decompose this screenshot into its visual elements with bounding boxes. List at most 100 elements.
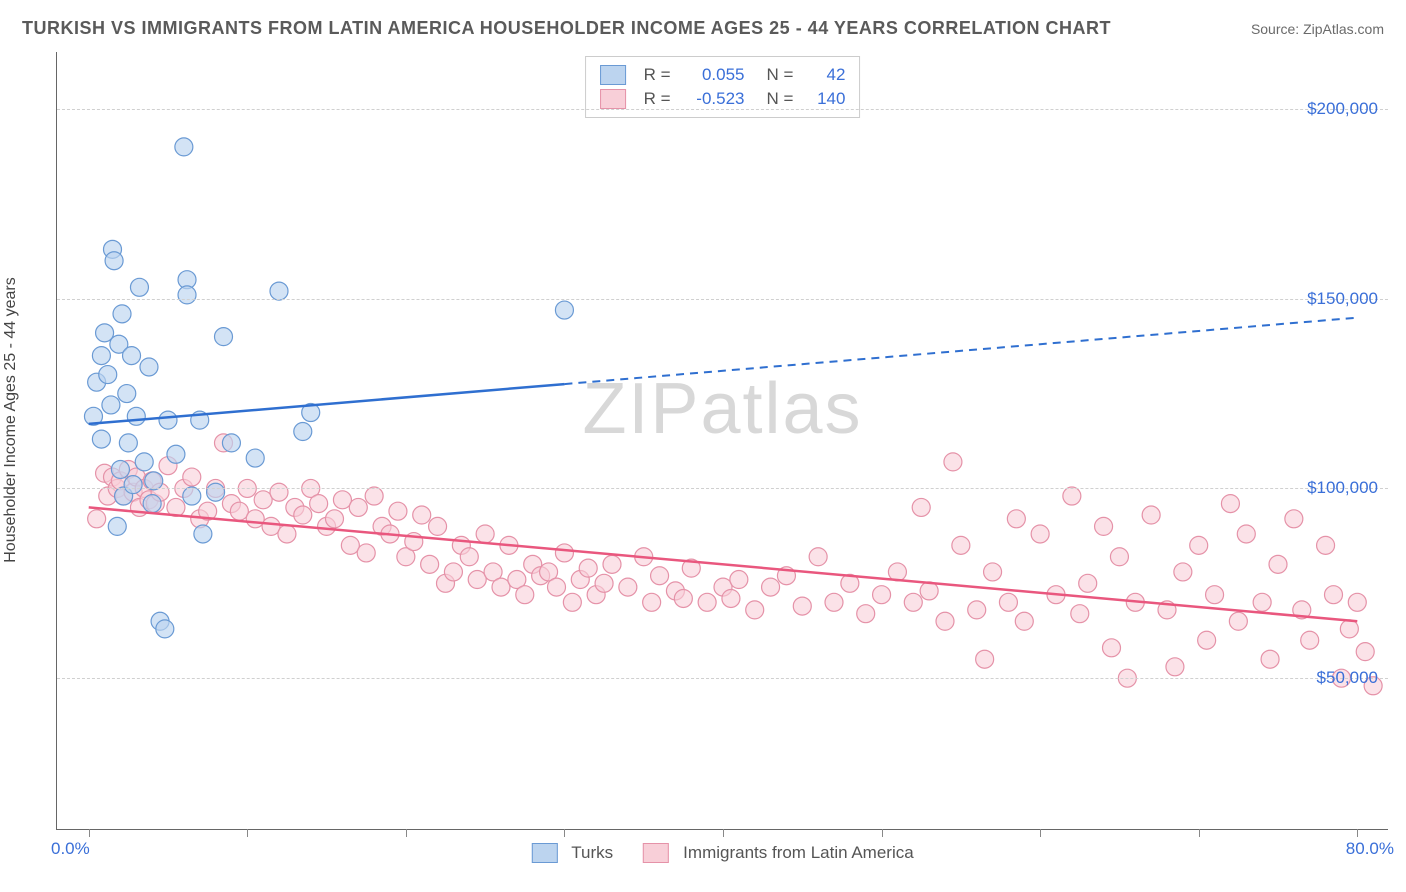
x-max-label: 80.0% [1346, 839, 1394, 859]
data-point [1221, 495, 1239, 513]
data-point [270, 282, 288, 300]
x-tick-mark [406, 829, 407, 837]
data-point [936, 612, 954, 630]
data-point [904, 593, 922, 611]
data-point [102, 396, 120, 414]
data-point [1269, 555, 1287, 573]
data-point [230, 502, 248, 520]
regression-line [89, 384, 565, 424]
data-point [167, 445, 185, 463]
data-point [143, 495, 161, 513]
y-axis-label: Householder Income Ages 25 - 44 years [2, 277, 20, 563]
swatch-latin-icon [643, 843, 669, 863]
data-point [595, 574, 613, 592]
data-point [1206, 586, 1224, 604]
data-point [912, 498, 930, 516]
data-point [1340, 620, 1358, 638]
x-tick-mark [1040, 829, 1041, 837]
data-point [92, 347, 110, 365]
data-point [341, 536, 359, 554]
data-point [1356, 643, 1374, 661]
gridline-h [57, 109, 1388, 110]
y-tick-label: $50,000 [1317, 668, 1378, 688]
data-point [140, 358, 158, 376]
data-point [262, 517, 280, 535]
x-min-label: 0.0% [51, 839, 90, 859]
data-point [746, 601, 764, 619]
data-point [952, 536, 970, 554]
data-point [1103, 639, 1121, 657]
data-point [1063, 487, 1081, 505]
gridline-h [57, 299, 1388, 300]
data-point [294, 506, 312, 524]
data-point [113, 305, 131, 323]
data-point [1079, 574, 1097, 592]
data-point [349, 498, 367, 516]
data-point [145, 472, 163, 490]
data-point [130, 278, 148, 296]
data-point [1110, 548, 1128, 566]
y-tick-label: $100,000 [1307, 478, 1378, 498]
x-tick-mark [564, 829, 565, 837]
data-point [468, 571, 486, 589]
data-point [278, 525, 296, 543]
data-point [984, 563, 1002, 581]
data-point [413, 506, 431, 524]
data-point [1325, 586, 1343, 604]
legend-label-latin: Immigrants from Latin America [683, 843, 914, 863]
data-point [1095, 517, 1113, 535]
plot-area: ZIPatlas R = 0.055 N = 42 R = -0.523 N =… [56, 52, 1388, 830]
data-point [1166, 658, 1184, 676]
data-point [1285, 510, 1303, 528]
data-point [270, 483, 288, 501]
gridline-h [57, 678, 1388, 679]
data-point [111, 460, 129, 478]
data-point [1198, 631, 1216, 649]
data-point [429, 517, 447, 535]
x-tick-mark [723, 829, 724, 837]
data-point [254, 491, 272, 509]
data-point [619, 578, 637, 596]
data-point [333, 491, 351, 509]
y-tick-label: $150,000 [1307, 289, 1378, 309]
data-point [215, 328, 233, 346]
data-point [175, 138, 193, 156]
data-point [1031, 525, 1049, 543]
data-point [99, 366, 117, 384]
data-point [968, 601, 986, 619]
data-point [159, 411, 177, 429]
data-point [873, 586, 891, 604]
data-point [421, 555, 439, 573]
data-point [183, 487, 201, 505]
x-tick-mark [882, 829, 883, 837]
swatch-turks-icon [531, 843, 557, 863]
data-point [135, 453, 153, 471]
data-point [183, 468, 201, 486]
data-point [222, 434, 240, 452]
data-point [294, 423, 312, 441]
data-point [357, 544, 375, 562]
data-point [516, 586, 534, 604]
data-point [127, 407, 145, 425]
data-point [118, 385, 136, 403]
x-tick-mark [1199, 829, 1200, 837]
data-point [476, 525, 494, 543]
data-point [246, 449, 264, 467]
data-point [105, 252, 123, 270]
data-point [651, 567, 669, 585]
source-attribution: Source: ZipAtlas.com [1251, 21, 1384, 37]
data-point [444, 563, 462, 581]
data-point [563, 593, 581, 611]
legend-series: Turks Immigrants from Latin America [531, 843, 913, 863]
data-point [999, 593, 1017, 611]
data-point [207, 483, 225, 501]
data-point [1071, 605, 1089, 623]
data-point [194, 525, 212, 543]
data-point [108, 517, 126, 535]
data-point [310, 495, 328, 513]
data-point [1261, 650, 1279, 668]
data-point [1015, 612, 1033, 630]
data-point [156, 620, 174, 638]
data-point [389, 502, 407, 520]
data-point [548, 578, 566, 596]
